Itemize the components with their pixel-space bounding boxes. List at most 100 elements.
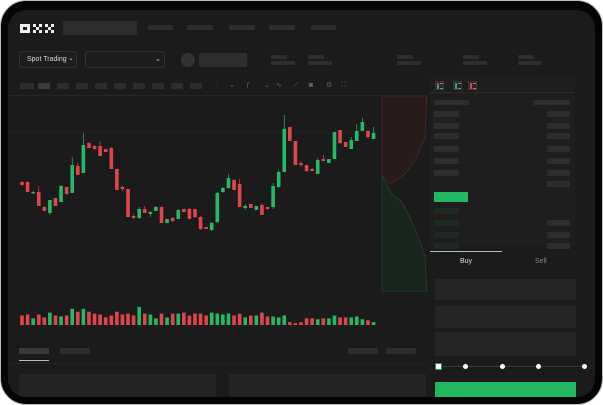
nav-item-1[interactable]	[148, 25, 173, 30]
pair-select[interactable]: ⌄	[85, 51, 165, 68]
bid-row-price[interactable]	[434, 243, 459, 249]
candlestick-chart[interactable]	[8, 96, 383, 336]
bid-row-price[interactable]	[434, 232, 459, 238]
volume-bar	[271, 316, 275, 325]
amount-input[interactable]	[435, 306, 576, 328]
bid-row-amount	[547, 243, 570, 249]
bid-row-price[interactable]	[434, 208, 459, 214]
amount-slider[interactable]	[435, 362, 588, 372]
volume-bar	[109, 315, 114, 325]
candle-down	[42, 207, 47, 211]
camera-icon[interactable]: ◙	[309, 82, 314, 89]
timeframe-button[interactable]	[57, 83, 69, 89]
line-icon[interactable]: ∿	[276, 82, 282, 89]
candle-down	[159, 207, 164, 223]
volume-bar	[103, 317, 108, 325]
candle-up	[355, 131, 359, 141]
volume-bar	[70, 308, 75, 325]
ask-row-price[interactable]	[434, 111, 459, 117]
candle-down	[204, 227, 208, 229]
chevron-down-icon[interactable]: ⌄	[264, 82, 270, 89]
volume-bar	[137, 306, 141, 325]
slider-step-dot[interactable]	[463, 364, 468, 369]
tab-order-history[interactable]	[60, 348, 90, 354]
slider-handle[interactable]	[435, 363, 442, 370]
candle-down	[198, 217, 203, 229]
volume-bar	[176, 313, 181, 325]
book-both-icon[interactable]	[435, 81, 444, 90]
volume-bar	[182, 312, 186, 325]
slider-step-dot[interactable]	[536, 364, 541, 369]
slider-step-dot[interactable]	[500, 364, 505, 369]
okx-logo-icon	[20, 24, 54, 33]
volume-bar	[332, 315, 337, 325]
book-header-amount	[533, 100, 570, 105]
candle-down	[120, 187, 125, 189]
timeframe-button[interactable]	[38, 83, 50, 89]
settings-icon[interactable]: ⚙	[326, 82, 333, 89]
timeframe-button[interactable]	[190, 83, 202, 89]
filter-button-2[interactable]	[386, 348, 416, 354]
ask-row-price[interactable]	[434, 158, 459, 164]
ask-row-price[interactable]	[434, 133, 459, 139]
chevron-down-icon[interactable]: ⌄	[229, 82, 235, 89]
book-header-price	[434, 100, 469, 105]
slider-step-dot[interactable]	[582, 364, 587, 369]
bids-depth-area	[381, 174, 428, 292]
volume-bar	[187, 315, 192, 325]
volume-bar	[20, 315, 24, 325]
candle-type-icon[interactable]: ⫶	[216, 82, 218, 89]
ask-row-amount	[547, 170, 570, 176]
candle-down	[265, 207, 270, 209]
stat-value-4	[463, 61, 487, 65]
volume-bar	[42, 317, 47, 325]
volume-bar	[115, 311, 119, 325]
candle-up	[148, 212, 153, 214]
last-price-highlight[interactable]	[434, 192, 468, 202]
divider	[430, 92, 575, 93]
stat-label-2	[308, 55, 324, 59]
timeframe-button[interactable]	[114, 83, 126, 89]
ask-row-price[interactable]	[434, 170, 459, 176]
nav-item-2[interactable]	[187, 25, 213, 30]
tab-sell[interactable]: Sell	[535, 258, 547, 265]
ask-row-price[interactable]	[434, 123, 459, 129]
timeframe-button[interactable]	[95, 83, 107, 89]
stat-label-4	[463, 55, 479, 59]
timeframe-button[interactable]	[76, 83, 88, 89]
ruler-icon[interactable]: ⟋	[293, 82, 298, 89]
volume-bar	[254, 315, 259, 325]
book-asks-icon[interactable]	[468, 81, 477, 90]
search-field[interactable]	[63, 21, 137, 35]
bid-row-amount	[547, 232, 570, 238]
timeframe-button[interactable]	[152, 83, 164, 89]
active-tab-underline	[19, 360, 49, 361]
timeframe-button[interactable]	[133, 83, 145, 89]
spot-trading-dropdown[interactable]: Spot Trading ⌄	[19, 51, 77, 68]
volume-bar	[232, 315, 236, 325]
tab-open-orders[interactable]	[19, 348, 49, 354]
total-input[interactable]	[435, 332, 576, 356]
filter-button-1[interactable]	[348, 348, 378, 354]
timeframe-button[interactable]	[20, 83, 34, 89]
ask-row-amount	[547, 181, 570, 187]
app-screen: Spot Trading ⌄ ⌄ Buy Sell ⫶ ⌄ ƒ ⌄ ∿ ⟋ ◙ ⚙ ⛶	[8, 10, 595, 397]
ask-row-price[interactable]	[434, 146, 459, 152]
ask-row-amount	[547, 111, 570, 117]
okx-logo[interactable]	[20, 22, 58, 34]
book-bids-icon[interactable]	[453, 81, 462, 90]
price-input[interactable]	[435, 279, 576, 300]
indicator-icon[interactable]: ƒ	[246, 82, 250, 89]
nav-item-3[interactable]	[229, 25, 255, 30]
buy-button[interactable]	[435, 382, 576, 397]
candle-up	[327, 159, 331, 163]
ask-row-amount	[547, 133, 570, 139]
candle-down	[98, 146, 102, 156]
tab-buy[interactable]: Buy	[460, 258, 473, 265]
stat-value-5	[518, 61, 542, 65]
bid-row-price[interactable]	[434, 220, 459, 226]
fullscreen-icon[interactable]: ⛶	[341, 82, 346, 89]
nav-item-5[interactable]	[311, 25, 336, 30]
nav-item-4[interactable]	[269, 25, 295, 30]
timeframe-button[interactable]	[171, 83, 183, 89]
